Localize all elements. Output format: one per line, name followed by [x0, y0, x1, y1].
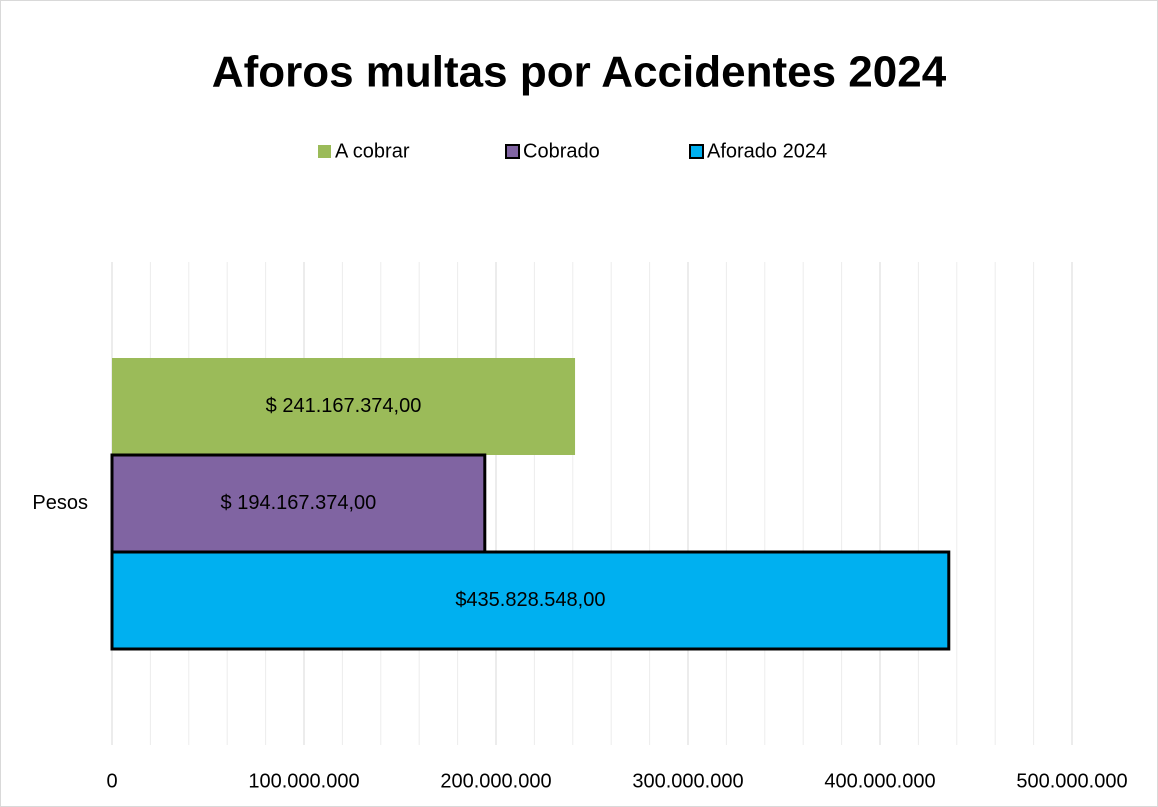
x-tick-label: 100.000.000	[248, 770, 359, 792]
x-tick-label: 0	[106, 770, 117, 792]
x-tick-label: 300.000.000	[632, 770, 743, 792]
legend-label: Cobrado	[523, 140, 600, 162]
legend-label: A cobrar	[335, 140, 410, 162]
x-tick-label: 200.000.000	[440, 770, 551, 792]
x-tick-label: 500.000.000	[1016, 770, 1127, 792]
legend-label: Aforado 2024	[707, 140, 827, 162]
chart-title: Aforos multas por Accidentes 2024	[212, 48, 947, 97]
data-label: $ 194.167.374,00	[221, 492, 377, 514]
legend-swatch	[689, 144, 704, 159]
y-tick-label: Pesos	[32, 492, 88, 514]
bar	[110, 550, 951, 651]
bar	[110, 453, 487, 554]
legend-swatch	[318, 145, 331, 158]
data-label: $435.828.548,00	[455, 589, 605, 611]
x-tick-label: 400.000.000	[824, 770, 935, 792]
legend-swatch	[505, 144, 520, 159]
data-label: $ 241.167.374,00	[266, 395, 422, 417]
bar	[112, 358, 576, 455]
